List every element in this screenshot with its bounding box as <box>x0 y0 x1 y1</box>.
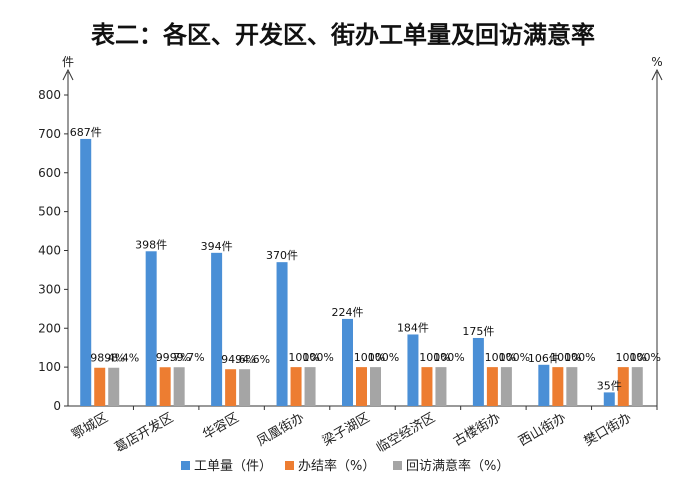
category-label: 鄂城区 <box>69 410 110 442</box>
bar <box>566 367 578 406</box>
left-axis-unit: 件 <box>62 55 74 69</box>
legend-swatch <box>393 461 402 470</box>
bar <box>80 138 92 406</box>
category-label: 临空经济区 <box>374 410 438 455</box>
data-label: 106件 <box>528 352 560 365</box>
category-label: 樊口街办 <box>582 410 635 449</box>
y-tick-label: 700 <box>38 127 61 141</box>
y-tick-label: 800 <box>38 88 61 102</box>
data-labels: 687件 98.4%98.4% 398件 99.7%99.7% 394件 94.6%94.… <box>70 126 661 392</box>
category-label: 西山街办 <box>516 410 569 449</box>
y-tick-label: 500 <box>38 205 61 219</box>
y-tick-label: 400 <box>38 244 61 258</box>
data-label: 94.6% <box>235 353 270 366</box>
bar <box>239 369 251 406</box>
legend-label: 工单量（件） <box>194 459 272 474</box>
y-tick-label: 0 <box>53 399 61 413</box>
legend-swatch <box>181 461 190 470</box>
bars <box>80 138 643 406</box>
bar <box>356 367 367 406</box>
data-label: 398件 <box>135 238 167 251</box>
bar <box>407 334 419 406</box>
category-label: 凤凰街办 <box>255 410 308 449</box>
bar <box>225 369 237 406</box>
bar <box>538 364 550 406</box>
data-label: 35件 <box>597 379 622 392</box>
bar <box>290 367 302 406</box>
bar <box>211 252 223 406</box>
bar <box>108 367 120 406</box>
data-label: 100% <box>499 351 530 364</box>
bar <box>472 337 484 406</box>
data-label: 184件 <box>397 321 429 334</box>
data-label: 98.4% <box>104 352 139 365</box>
bar <box>603 392 615 406</box>
data-label: 100% <box>288 351 319 364</box>
bar <box>304 367 316 406</box>
y-tick-label: 300 <box>38 282 61 296</box>
right-axis-arrow <box>651 68 663 81</box>
data-label: 687件 <box>70 126 102 139</box>
data-label: 100% <box>630 351 661 364</box>
data-label: 100% <box>368 351 399 364</box>
bar <box>159 367 171 406</box>
data-label: 94.6% <box>221 353 256 366</box>
category-label: 古楼街办 <box>451 410 504 449</box>
data-label: 98.4% <box>90 352 125 365</box>
bar <box>173 367 185 406</box>
bar <box>145 251 157 406</box>
right-axis-unit: % <box>651 55 662 69</box>
bar <box>552 367 564 406</box>
left-axis-arrow <box>62 68 74 81</box>
legend-label: 回访满意率（%） <box>406 458 509 474</box>
data-label: 100% <box>433 351 464 364</box>
data-label: 175件 <box>462 325 494 338</box>
data-label: 100% <box>302 351 333 364</box>
bar <box>276 262 288 406</box>
data-label: 370件 <box>266 249 298 262</box>
legend-swatch <box>285 461 294 470</box>
bar <box>617 367 629 406</box>
data-label: 100% <box>485 351 516 364</box>
bar <box>486 367 498 406</box>
bar <box>435 367 447 406</box>
data-label: 100% <box>550 351 581 364</box>
bar <box>421 367 433 406</box>
data-label: 100% <box>354 351 385 364</box>
category-label: 梁子湖区 <box>320 410 373 449</box>
data-label: 100% <box>616 351 647 364</box>
bar <box>370 367 381 406</box>
bar <box>500 367 512 406</box>
data-label: 100% <box>564 351 595 364</box>
chart-title: 表二：各区、开发区、街办工单量及回访满意率 <box>91 21 595 49</box>
bar <box>342 318 353 406</box>
bar <box>94 367 106 406</box>
y-tick-label: 200 <box>38 321 61 335</box>
y-tick-label: 100 <box>38 360 61 374</box>
legend: 工单量（件） 办结率（%） 回访满意率（%） <box>181 458 509 474</box>
data-label: 100% <box>419 351 450 364</box>
data-label: 99.7% <box>156 351 191 364</box>
y-tick-label: 600 <box>38 166 61 180</box>
data-label: 394件 <box>201 240 233 253</box>
bar <box>631 367 643 406</box>
category-label: 华容区 <box>200 410 242 443</box>
data-label: 224件 <box>332 306 364 319</box>
data-label: 99.7% <box>170 351 205 364</box>
legend-label: 办结率（%） <box>298 458 375 474</box>
category-label: 葛店开发区 <box>112 410 176 456</box>
